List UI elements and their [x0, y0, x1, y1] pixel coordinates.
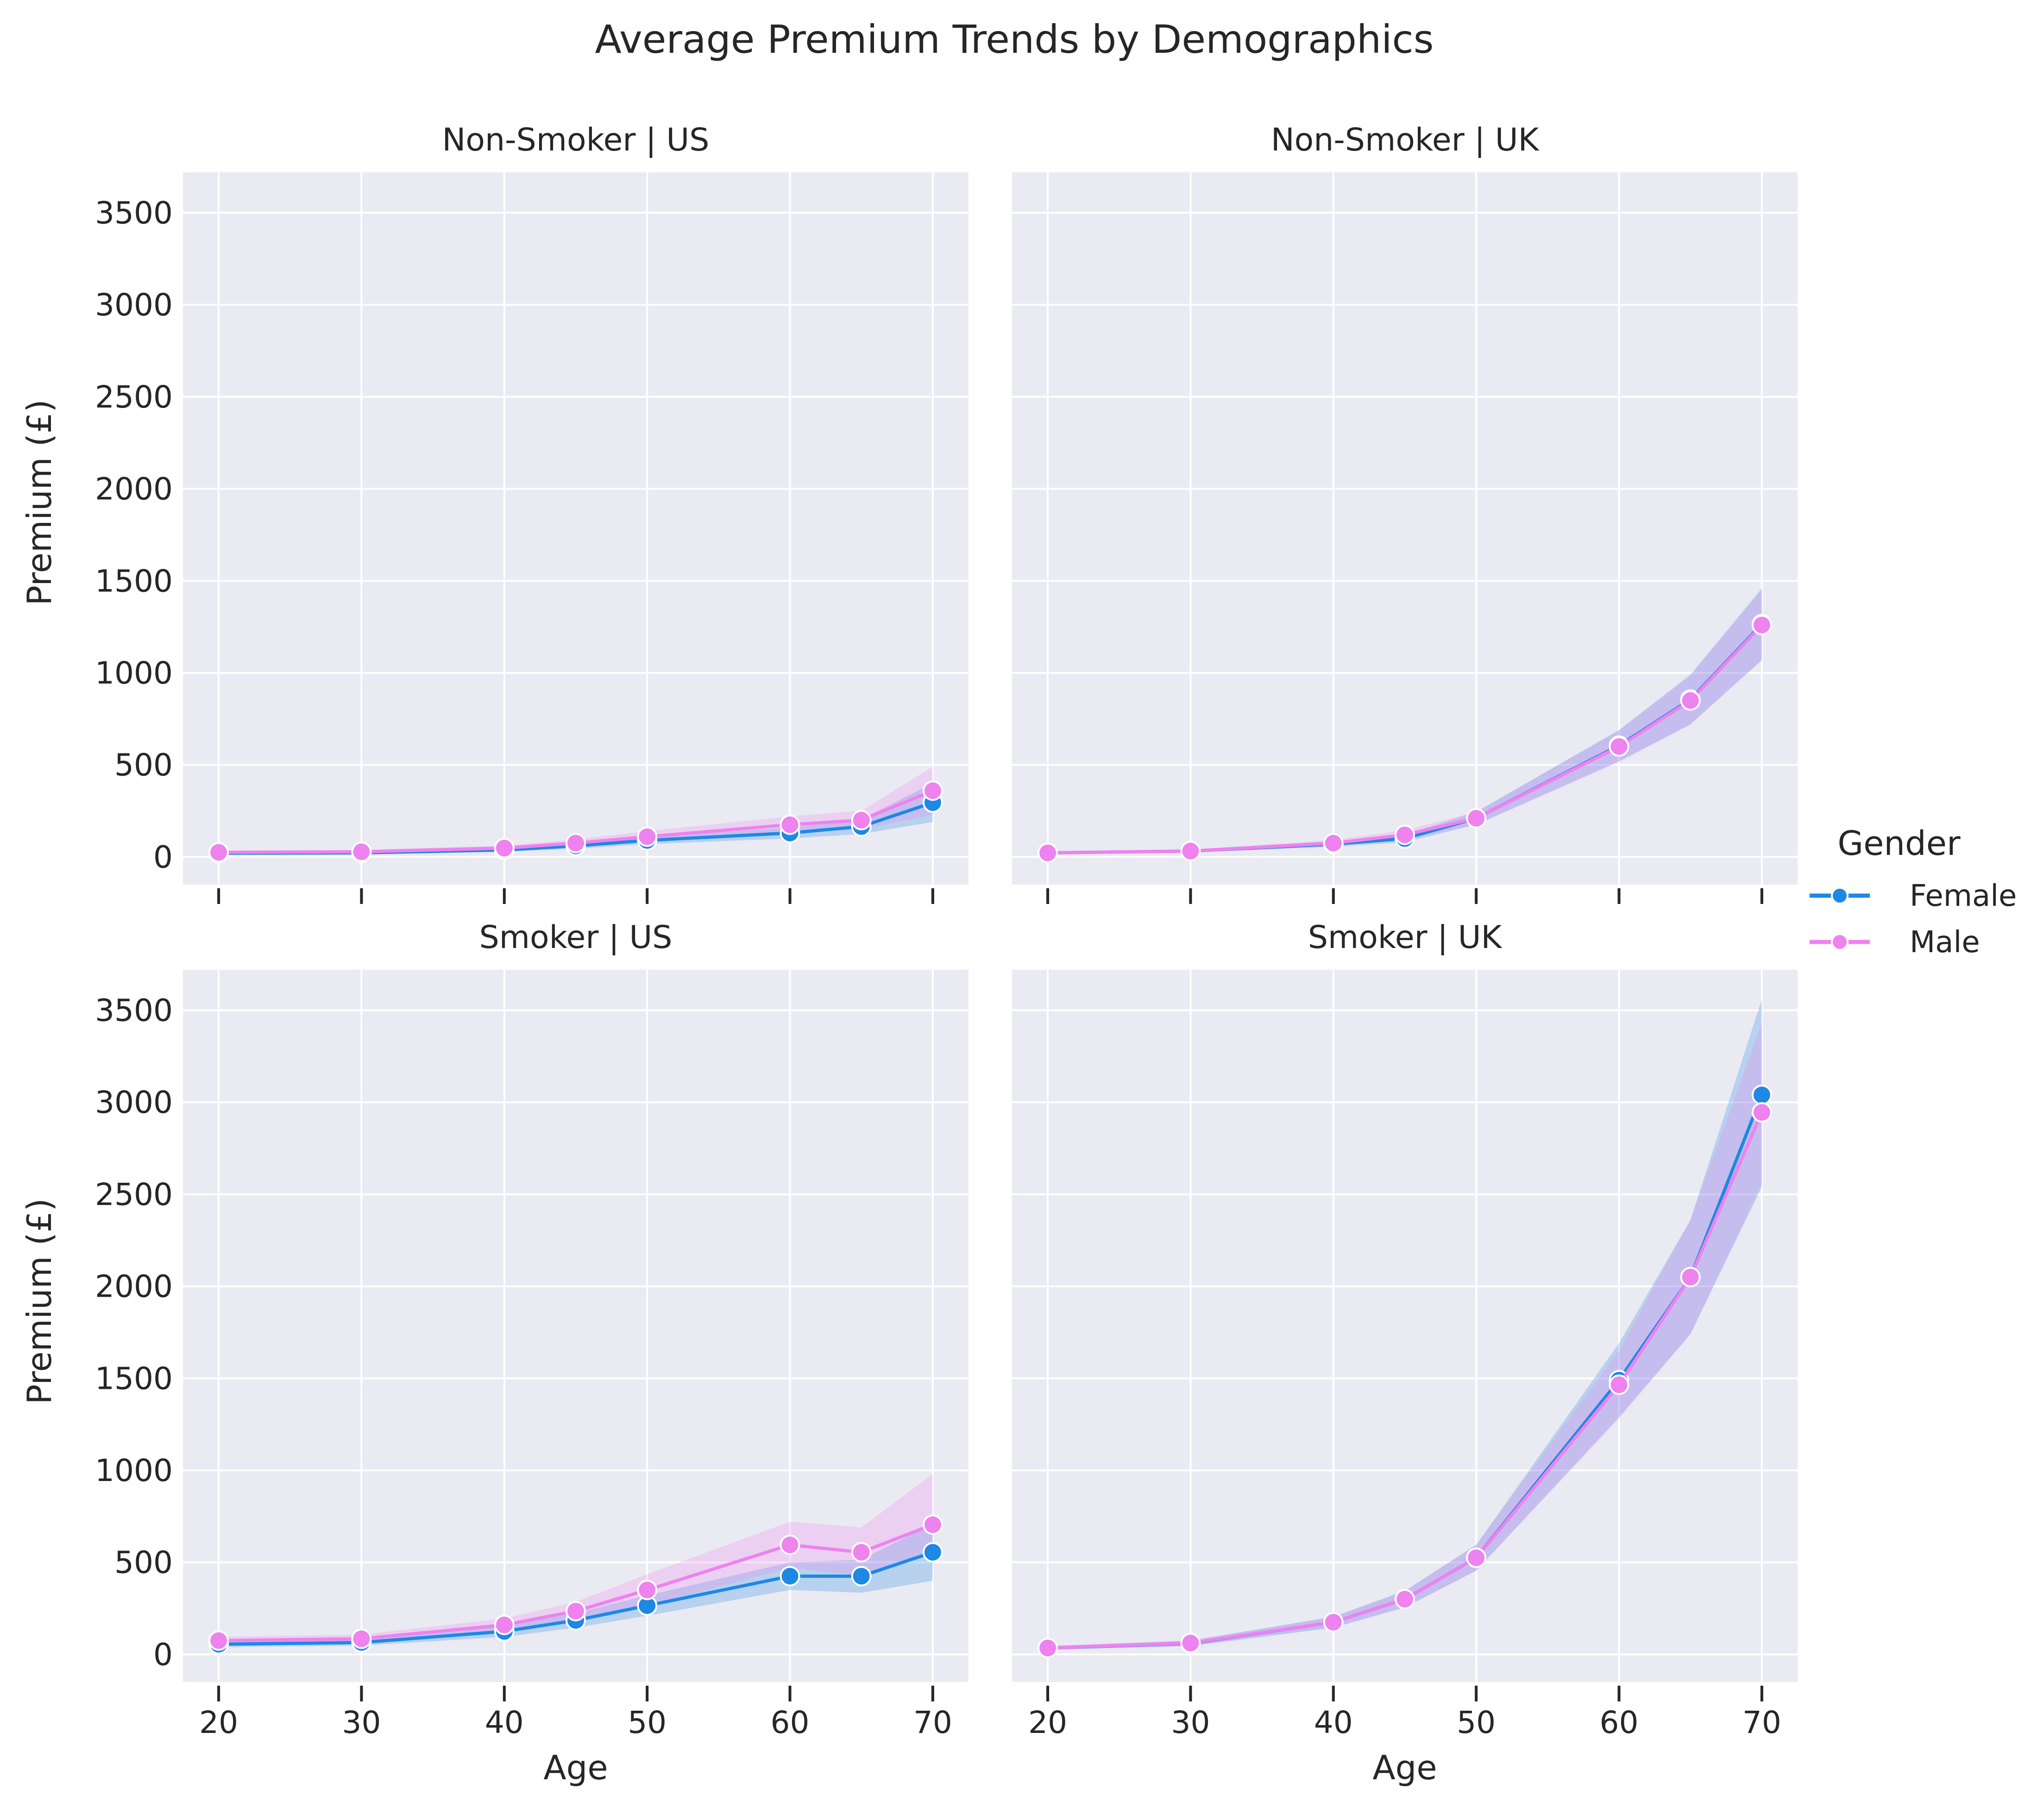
data-point-male: [1466, 808, 1487, 828]
data-point-female: [1751, 1085, 1772, 1105]
x-tick-label: 60: [1600, 1705, 1639, 1740]
data-point-male: [851, 810, 872, 830]
data-point-male: [1680, 1267, 1701, 1287]
legend-marker-female: [1831, 887, 1849, 904]
series-line-male: [1048, 624, 1763, 855]
data-point-male: [780, 814, 800, 835]
data-point-male: [494, 838, 515, 859]
y-tick-label: 0: [153, 1637, 173, 1672]
y-tick-label: 500: [114, 747, 173, 783]
data-point-male: [1038, 842, 1058, 863]
data-point-male: [922, 1514, 943, 1535]
data-point-male: [208, 842, 229, 863]
data-point-male: [1323, 833, 1344, 854]
series-line-male: [219, 1523, 934, 1643]
x-tick-label: 50: [1457, 1705, 1496, 1740]
x-tick-label: 40: [1314, 1705, 1353, 1740]
y-tick-label: 3000: [95, 1085, 173, 1120]
x-tick-label: 40: [485, 1705, 524, 1740]
series-line-male: [219, 789, 934, 854]
series-line-female: [219, 1550, 934, 1646]
x-tick-label: 30: [342, 1705, 381, 1740]
x-tick-label: 70: [1742, 1705, 1781, 1740]
legend-label-male: Male: [1910, 925, 1980, 960]
data-point-male: [637, 826, 658, 847]
data-point-female: [780, 1566, 800, 1587]
y-tick-label: 1000: [95, 1453, 173, 1488]
panel-non-smoker-us: Non-Smoker | US 0 500 1000 1500 2000 2500 3000…: [95, 122, 968, 904]
y-tick-label: 1500: [95, 563, 173, 599]
x-tick-label: 30: [1171, 1705, 1210, 1740]
panel-title-non-smoker-us: Non-Smoker | US: [442, 122, 710, 158]
panel-title-non-smoker-uk: Non-Smoker | UK: [1271, 122, 1540, 158]
x-tick-label: 20: [199, 1705, 238, 1740]
data-point-female: [851, 1566, 872, 1587]
data-point-male: [1680, 690, 1701, 711]
plot-area-non-smoker-us: 0 500 1000 1500 2000 2500 3000 3500: [95, 172, 968, 904]
data-point-male: [1038, 1638, 1058, 1658]
data-point-male: [1395, 824, 1415, 845]
data-point-male: [566, 1600, 586, 1621]
panel-title-smoker-us: Smoker | US: [479, 919, 673, 956]
data-point-male: [494, 1614, 515, 1635]
y-tick-label: 2000: [95, 1269, 173, 1305]
panel-title-smoker-uk: Smoker | UK: [1308, 919, 1503, 956]
plot-area-smoker-us: 0 500 1000 1500 2000 2500 3000 3500 20 30 40 50 60 70: [95, 970, 968, 1740]
data-point-male: [922, 780, 943, 801]
x-tick-label: 70: [913, 1705, 952, 1740]
y-axis-label-top: Premium (£): [20, 399, 59, 605]
data-point-male: [1609, 736, 1629, 757]
legend-entry-male: Male: [1810, 925, 1980, 960]
panel-smoker-us: Smoker | US 0 500 1000 1500 2000 2500 3000 3500…: [95, 919, 968, 1740]
y-tick-label: 2000: [95, 471, 173, 507]
data-point-female: [922, 1542, 943, 1563]
data-point-male: [351, 1628, 372, 1649]
data-point-male: [1323, 1612, 1344, 1632]
legend-title: Gender: [1837, 824, 1961, 863]
data-point-male: [1180, 841, 1201, 861]
data-point-male: [351, 841, 372, 862]
y-tick-label: 1500: [95, 1361, 173, 1396]
data-point-male: [1395, 1589, 1415, 1610]
y-axis-label-bottom: Premium (£): [20, 1198, 59, 1404]
y-tick-label: 3500: [95, 195, 173, 231]
x-tick-label: 60: [771, 1705, 810, 1740]
series-line-male: [1047, 1111, 1764, 1650]
y-tick-label: 3500: [95, 992, 173, 1028]
data-point-male: [1466, 1547, 1487, 1568]
plot-area-smoker-uk: 20 30 40 50 60 70: [1012, 970, 1798, 1740]
legend-label-female: Female: [1910, 879, 2017, 913]
data-point-male: [851, 1542, 872, 1563]
legend-entry-female: Female: [1810, 879, 2017, 913]
data-point-male: [1180, 1632, 1201, 1653]
data-point-male: [1609, 1374, 1629, 1395]
x-axis-label-left: Age: [543, 1748, 608, 1787]
panel-non-smoker-uk: Non-Smoker | UK: [1012, 122, 1798, 904]
y-tick-label: 1000: [95, 655, 173, 691]
legend-marker-male: [1831, 933, 1849, 951]
ci-band-male: [219, 766, 933, 854]
plot-area-non-smoker-uk: [1012, 172, 1798, 904]
y-tick-label: 3000: [95, 287, 173, 323]
panel-smoker-uk: Smoker | UK 20 30 40 50 60 70: [1012, 919, 1798, 1740]
x-axis-label-right: Age: [1372, 1748, 1437, 1787]
plot-background: [183, 172, 968, 885]
data-point-male: [637, 1580, 658, 1600]
legend: Gender Female Male: [1810, 824, 2017, 960]
x-tick-label: 20: [1028, 1705, 1067, 1740]
data-point-male: [1751, 1102, 1772, 1123]
y-tick-label: 2500: [95, 379, 173, 415]
y-tick-label: 2500: [95, 1177, 173, 1212]
y-tick-label: 0: [153, 839, 173, 875]
figure-title: Average Premium Trends by Demographics: [595, 17, 1434, 62]
ci-band-female: [219, 783, 933, 855]
data-point-male: [1751, 615, 1772, 635]
plot-background: [1012, 172, 1798, 885]
x-tick-label: 50: [628, 1705, 667, 1740]
y-tick-label: 500: [114, 1545, 173, 1581]
data-point-male: [566, 833, 586, 854]
data-point-male: [208, 1630, 229, 1651]
data-point-male: [780, 1534, 800, 1555]
